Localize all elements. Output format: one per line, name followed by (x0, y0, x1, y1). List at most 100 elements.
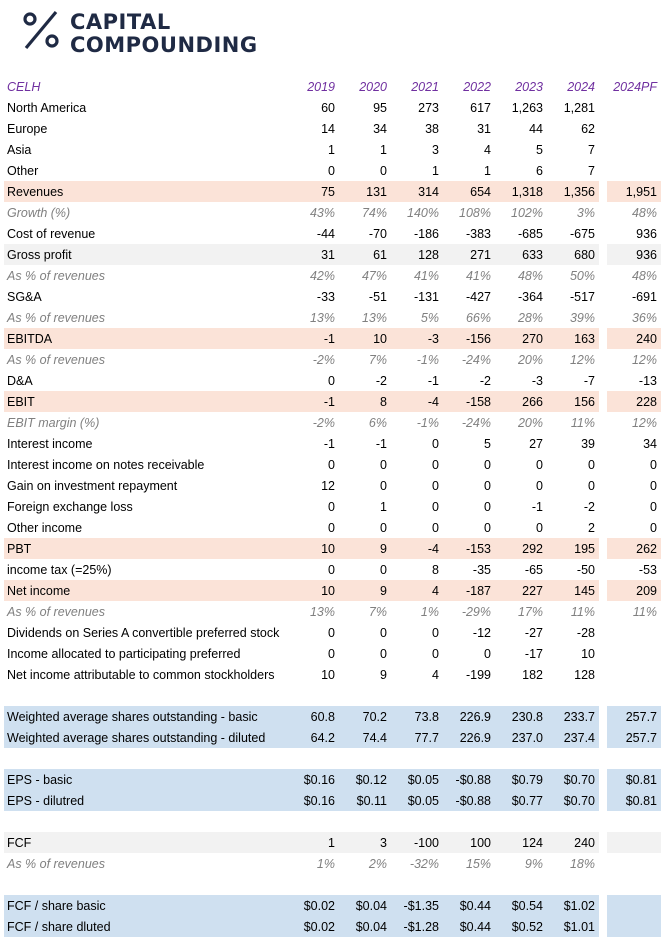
cell-value: 50% (569, 268, 595, 283)
table-row: North America 60 95 273 617 1,263 1,281 (4, 97, 661, 118)
row-label: Net income attributable to common stockh… (7, 667, 275, 682)
cell-value: 7% (368, 352, 387, 367)
cell-value: 14 (321, 121, 335, 136)
spacer-row (4, 874, 661, 895)
row-label: EBIT (4, 391, 287, 412)
cell-value: 1 (432, 163, 439, 178)
cell-pf-value: -53 (638, 562, 657, 577)
cell-value: -$0.88 (443, 769, 495, 790)
table-row: Weighted average shares outstanding - di… (4, 727, 661, 748)
table-row: EBIT margin (%) -2% 6% -1% -24% 20% 11% 12% (4, 412, 661, 433)
cell-value: 74.4 (339, 727, 391, 748)
cell-pf-value (607, 895, 661, 916)
cell-value: -24% (461, 415, 491, 430)
row-label: Gain on investment repayment (7, 478, 178, 493)
cell-value: $0.70 (547, 769, 599, 790)
cell-pf-value (607, 160, 661, 181)
cell-value: $0.77 (495, 790, 547, 811)
cell-value: -153 (443, 538, 495, 559)
table-row: SG&A -33 -51 -131 -427 -364 -517 -691 (4, 286, 661, 307)
cell-value: 182 (522, 667, 543, 682)
cell-value: 128 (574, 667, 595, 682)
cell-value: 20% (517, 352, 543, 367)
cell-value: 47% (361, 268, 387, 283)
cell-value: 237.4 (547, 727, 599, 748)
cell-pf-value: 0 (650, 499, 657, 514)
cell-value: $0.02 (287, 916, 339, 937)
cell-value: 2% (368, 856, 387, 871)
table-row: D&A 0 -2 -1 -2 -3 -7 -13 (4, 370, 661, 391)
cell-value: 1 (380, 499, 387, 514)
cell-value: 163 (547, 328, 599, 349)
table-row: As % of revenues 13% 13% 5% 66% 28% 39% 36% (4, 307, 661, 328)
cell-pf-value (607, 97, 661, 118)
row-label: D&A (7, 373, 33, 388)
cell-pf-value: 257.7 (607, 706, 661, 727)
cell-pf-value: 228 (607, 391, 661, 412)
row-label: As % of revenues (7, 268, 105, 283)
cell-value: -1 (287, 391, 339, 412)
cell-pf-value: -13 (638, 373, 657, 388)
cell-value: -70 (368, 226, 387, 241)
cell-value: -12 (472, 625, 491, 640)
cell-pf-value: $0.81 (607, 769, 661, 790)
cell-value: 227 (495, 580, 547, 601)
cell-value: 2 (588, 520, 595, 535)
table-row: FCF 1 3 -100 100 124 240 (4, 832, 661, 853)
cell-value: $0.02 (287, 895, 339, 916)
cell-value: 38 (425, 121, 439, 136)
cell-value: 145 (547, 580, 599, 601)
cell-value: 1 (328, 142, 335, 157)
cell-value: 0 (328, 499, 335, 514)
cell-value: -32% (409, 856, 439, 871)
cell-value: 156 (547, 391, 599, 412)
cell-value: 77.7 (391, 727, 443, 748)
cell-value: 0 (588, 457, 595, 472)
cell-value: 0 (328, 520, 335, 535)
cell-value: -35 (472, 562, 491, 577)
cell-value: 0 (328, 562, 335, 577)
table-row: As % of revenues 1% 2% -32% 15% 9% 18% (4, 853, 661, 874)
cell-value: 0 (484, 478, 491, 493)
percent-icon (23, 10, 59, 50)
cell-value: 226.9 (443, 727, 495, 748)
cell-value: -383 (465, 226, 491, 241)
cell-pf-value: 240 (607, 328, 661, 349)
cell-value: 680 (547, 244, 599, 265)
row-label: As % of revenues (7, 310, 105, 325)
cell-value: 0 (380, 163, 387, 178)
row-label: income tax (=25%) (7, 562, 112, 577)
cell-pf-value: 209 (607, 580, 661, 601)
cell-pf-value: $0.81 (607, 790, 661, 811)
cell-value: -187 (443, 580, 495, 601)
cell-value: 273 (418, 100, 439, 115)
cell-value: 39% (569, 310, 595, 325)
cell-value: 233.7 (547, 706, 599, 727)
table-row: As % of revenues 42% 47% 41% 41% 48% 50% 48% (4, 265, 661, 286)
table-row: Asia 1 1 3 4 5 7 (4, 139, 661, 160)
cell-value: 0 (380, 646, 387, 661)
cell-value: 0 (380, 520, 387, 535)
cell-value: 1,356 (547, 181, 599, 202)
table-row: Net income 10 9 4 -187 227 145 209 (4, 580, 661, 601)
cell-value: 7 (588, 142, 595, 157)
cell-value: 131 (339, 181, 391, 202)
table-row: Revenues 75 131 314 654 1,318 1,356 1,951 (4, 181, 661, 202)
row-label: SG&A (7, 289, 42, 304)
cell-value: 61 (339, 244, 391, 265)
cell-value: -156 (443, 328, 495, 349)
cell-value: 0 (432, 499, 439, 514)
cell-value: 0 (328, 646, 335, 661)
year-header: 2023 (515, 79, 543, 94)
cell-value: 654 (443, 181, 495, 202)
cell-value: 95 (373, 100, 387, 115)
cell-pf-value: 12% (631, 352, 657, 367)
cell-value: 73.8 (391, 706, 443, 727)
table-row: FCF / share basic $0.02 $0.04 -$1.35 $0.44 $0… (4, 895, 661, 916)
cell-value: 8 (339, 391, 391, 412)
cell-pf-value: 1,951 (607, 181, 661, 202)
cell-value: -1 (287, 328, 339, 349)
cell-value: 70.2 (339, 706, 391, 727)
cell-value: -4 (391, 391, 443, 412)
table-row: EPS - basic $0.16 $0.12 $0.05 -$0.88 $0.79 $0.… (4, 769, 661, 790)
